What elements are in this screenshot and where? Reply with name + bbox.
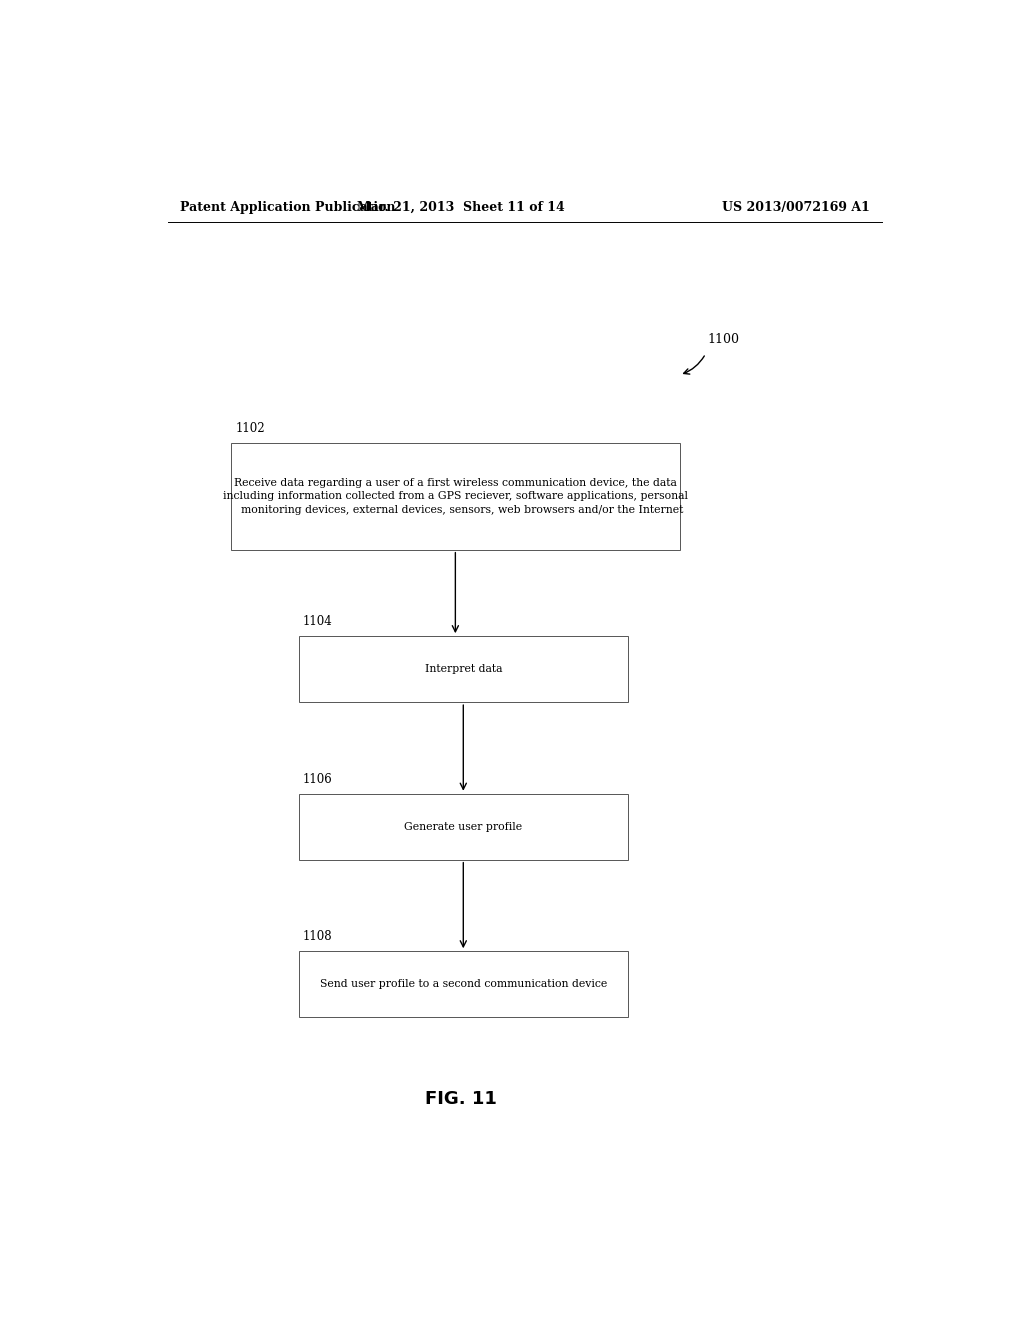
Text: 1106: 1106 <box>303 772 333 785</box>
Bar <box>299 636 628 702</box>
Text: Interpret data: Interpret data <box>425 664 502 675</box>
Bar <box>299 793 628 859</box>
Text: US 2013/0072169 A1: US 2013/0072169 A1 <box>722 201 870 214</box>
Text: Patent Application Publication: Patent Application Publication <box>179 201 395 214</box>
Text: Mar. 21, 2013  Sheet 11 of 14: Mar. 21, 2013 Sheet 11 of 14 <box>357 201 565 214</box>
Bar <box>231 444 680 549</box>
Text: 1102: 1102 <box>236 422 265 434</box>
Text: Receive data regarding a user of a first wireless communication device, the data: Receive data regarding a user of a first… <box>223 478 688 515</box>
Text: Generate user profile: Generate user profile <box>404 821 522 832</box>
Text: Send user profile to a second communication device: Send user profile to a second communicat… <box>319 979 607 989</box>
Bar <box>299 952 628 1018</box>
Text: FIG. 11: FIG. 11 <box>425 1089 498 1107</box>
Text: 1100: 1100 <box>708 334 739 346</box>
Text: 1108: 1108 <box>303 931 332 942</box>
Text: 1104: 1104 <box>303 615 333 628</box>
